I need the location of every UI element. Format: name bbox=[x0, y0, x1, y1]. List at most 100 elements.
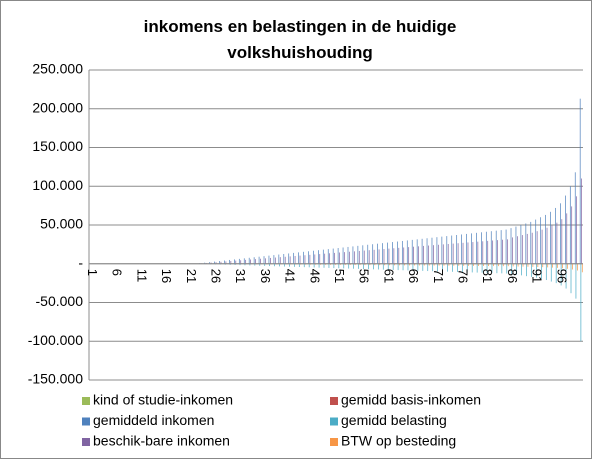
bar bbox=[510, 228, 512, 264]
bar bbox=[408, 247, 410, 264]
bar bbox=[442, 244, 444, 264]
bar bbox=[332, 248, 334, 264]
legend-swatch bbox=[330, 438, 338, 446]
bar bbox=[467, 242, 469, 264]
bar bbox=[461, 263, 463, 273]
bar bbox=[545, 263, 547, 281]
bar bbox=[229, 259, 230, 264]
bar bbox=[298, 252, 299, 264]
bar bbox=[448, 263, 450, 266]
bar bbox=[352, 246, 354, 264]
bar bbox=[462, 242, 464, 264]
bar bbox=[362, 245, 364, 264]
bar bbox=[566, 213, 568, 264]
bar bbox=[567, 263, 568, 269]
bar bbox=[536, 263, 537, 278]
bar bbox=[526, 233, 528, 264]
bar bbox=[453, 263, 455, 266]
x-tick-label: 1 bbox=[85, 269, 100, 276]
bar bbox=[294, 263, 295, 267]
bar bbox=[224, 260, 225, 264]
bar bbox=[387, 263, 389, 270]
bar bbox=[342, 247, 344, 264]
bar bbox=[485, 231, 487, 264]
bar bbox=[555, 263, 557, 284]
bar bbox=[569, 186, 571, 264]
bar bbox=[278, 254, 280, 264]
bar bbox=[225, 261, 227, 264]
bar bbox=[571, 206, 573, 264]
bar bbox=[418, 263, 420, 266]
bar bbox=[399, 263, 400, 266]
x-tick-label: 21 bbox=[184, 269, 199, 283]
bar bbox=[377, 243, 378, 264]
bar bbox=[245, 259, 247, 264]
bar bbox=[461, 234, 462, 264]
bar bbox=[259, 263, 261, 266]
bar bbox=[565, 263, 567, 289]
bar bbox=[422, 263, 424, 271]
bar bbox=[576, 196, 578, 264]
legend-label: gemiddeld inkomen bbox=[93, 412, 214, 428]
bar bbox=[577, 263, 578, 271]
bar bbox=[517, 236, 518, 264]
bar bbox=[497, 240, 498, 264]
bar bbox=[325, 263, 326, 265]
legend-swatch bbox=[330, 397, 338, 405]
bar bbox=[530, 221, 532, 264]
bar bbox=[447, 243, 449, 264]
x-tick-label: 81 bbox=[480, 269, 495, 283]
bar bbox=[402, 263, 404, 271]
bar bbox=[344, 252, 345, 264]
bar bbox=[550, 263, 552, 282]
bar bbox=[329, 253, 331, 264]
bar bbox=[487, 240, 489, 264]
bar bbox=[493, 263, 494, 267]
y-tick-label: 50.000 bbox=[40, 216, 83, 232]
y-tick-label: 250.000 bbox=[32, 61, 83, 77]
bar bbox=[288, 253, 290, 264]
bar bbox=[413, 263, 415, 266]
bar bbox=[527, 263, 529, 267]
bar bbox=[372, 244, 374, 264]
bar bbox=[209, 262, 211, 264]
bar bbox=[368, 250, 370, 264]
bar bbox=[468, 263, 470, 266]
x-tick-label: 26 bbox=[209, 269, 224, 283]
x-tick-label: 41 bbox=[283, 269, 298, 283]
bar bbox=[581, 178, 582, 264]
bar bbox=[393, 248, 395, 264]
bar bbox=[401, 240, 403, 264]
bar bbox=[353, 251, 355, 264]
x-tick-label: 56 bbox=[357, 269, 372, 283]
bar bbox=[441, 236, 443, 264]
bar bbox=[269, 263, 271, 267]
bar bbox=[397, 241, 398, 264]
bar bbox=[491, 263, 493, 274]
bar bbox=[349, 263, 351, 265]
bar bbox=[472, 242, 474, 264]
bar bbox=[313, 263, 315, 268]
bar bbox=[572, 263, 573, 270]
x-tick-label: 6 bbox=[110, 269, 125, 276]
bar bbox=[463, 263, 465, 266]
bar bbox=[562, 263, 563, 269]
bar bbox=[284, 263, 285, 267]
bar bbox=[220, 261, 222, 264]
bar bbox=[550, 211, 551, 264]
bar bbox=[542, 263, 544, 268]
x-tick-label: 96 bbox=[554, 269, 569, 283]
bar bbox=[387, 242, 388, 264]
bar bbox=[333, 263, 335, 269]
bar bbox=[279, 257, 281, 264]
bar bbox=[313, 250, 314, 264]
bar bbox=[560, 263, 562, 286]
bar bbox=[334, 263, 336, 265]
bar bbox=[505, 229, 507, 264]
bar bbox=[574, 172, 576, 264]
bar bbox=[298, 263, 300, 268]
bar bbox=[343, 263, 345, 269]
legend-swatch bbox=[82, 397, 90, 405]
